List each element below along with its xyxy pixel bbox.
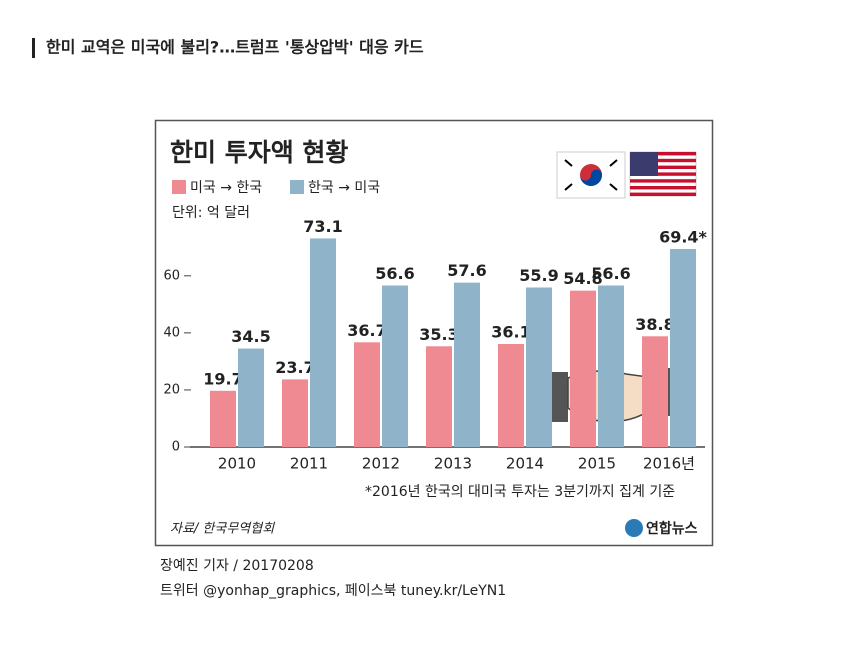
bar [210,390,236,447]
x-tick-label: 2016년 [643,455,695,473]
value-label: 38.8 [635,315,674,334]
legend-label: 한국 → 미국 [308,180,380,196]
value-label: 23.7 [275,358,314,377]
value-label: 57.6 [447,261,486,280]
y-tick-label: 0 [172,440,180,455]
value-label: 54.8 [563,269,602,288]
source: 자료/ 한국무역협회 [170,522,275,537]
bar [310,238,336,447]
us-flag [629,151,697,197]
value-label: 35.3 [419,325,458,344]
bar [642,336,668,447]
x-tick-label: 2013 [434,455,472,473]
byline: 장예진 기자 / 20170208 [160,558,314,574]
value-label: 56.6 [591,264,630,283]
legend-label: 미국 → 한국 [190,180,262,196]
bar [426,346,452,447]
legend-swatch [290,180,304,194]
bar [454,282,480,447]
bar [598,285,624,447]
value-label: 36.7 [347,321,386,340]
unit-label: 단위: 억 달러 [172,205,250,221]
bar [570,290,596,447]
bar [498,343,524,447]
chart-title: 한미 투자액 현황 [170,138,348,167]
footnote: *2016년 한국의 대미국 투자는 3분기까지 집계 기준 [365,484,675,500]
header-title: 한미 교역은 미국에 불리?…트럼프 '통상압박' 대응 카드 [46,38,424,57]
bar [382,285,408,447]
value-label: 55.9 [519,266,558,285]
x-tick-label: 2010 [218,455,256,473]
korea-flag [556,151,626,199]
logo-mark [625,519,643,537]
y-tick-label: 60 [163,268,180,283]
value-label: 56.6 [375,264,414,283]
bar [282,379,308,447]
bar [670,248,696,447]
value-label: 69.4* [659,227,707,246]
legend-swatch [172,180,186,194]
bar [354,342,380,447]
social: 트위터 @yonhap_graphics, 페이스북 tuney.kr/LeYN… [160,583,506,599]
y-tick-label: 20 [163,382,180,397]
x-tick-label: 2012 [362,455,400,473]
x-tick-label: 2011 [290,455,328,473]
value-label: 73.1 [303,217,342,236]
value-label: 36.1 [491,322,530,341]
y-tick-label: 40 [163,325,180,340]
x-tick-label: 2014 [506,455,544,473]
value-label: 34.5 [231,327,270,346]
logo: 연합뉴스 [646,520,698,537]
value-label: 19.7 [203,369,242,388]
bar [526,287,552,447]
bar [238,348,264,447]
header-bar [32,38,35,58]
x-tick-label: 2015 [578,455,616,473]
